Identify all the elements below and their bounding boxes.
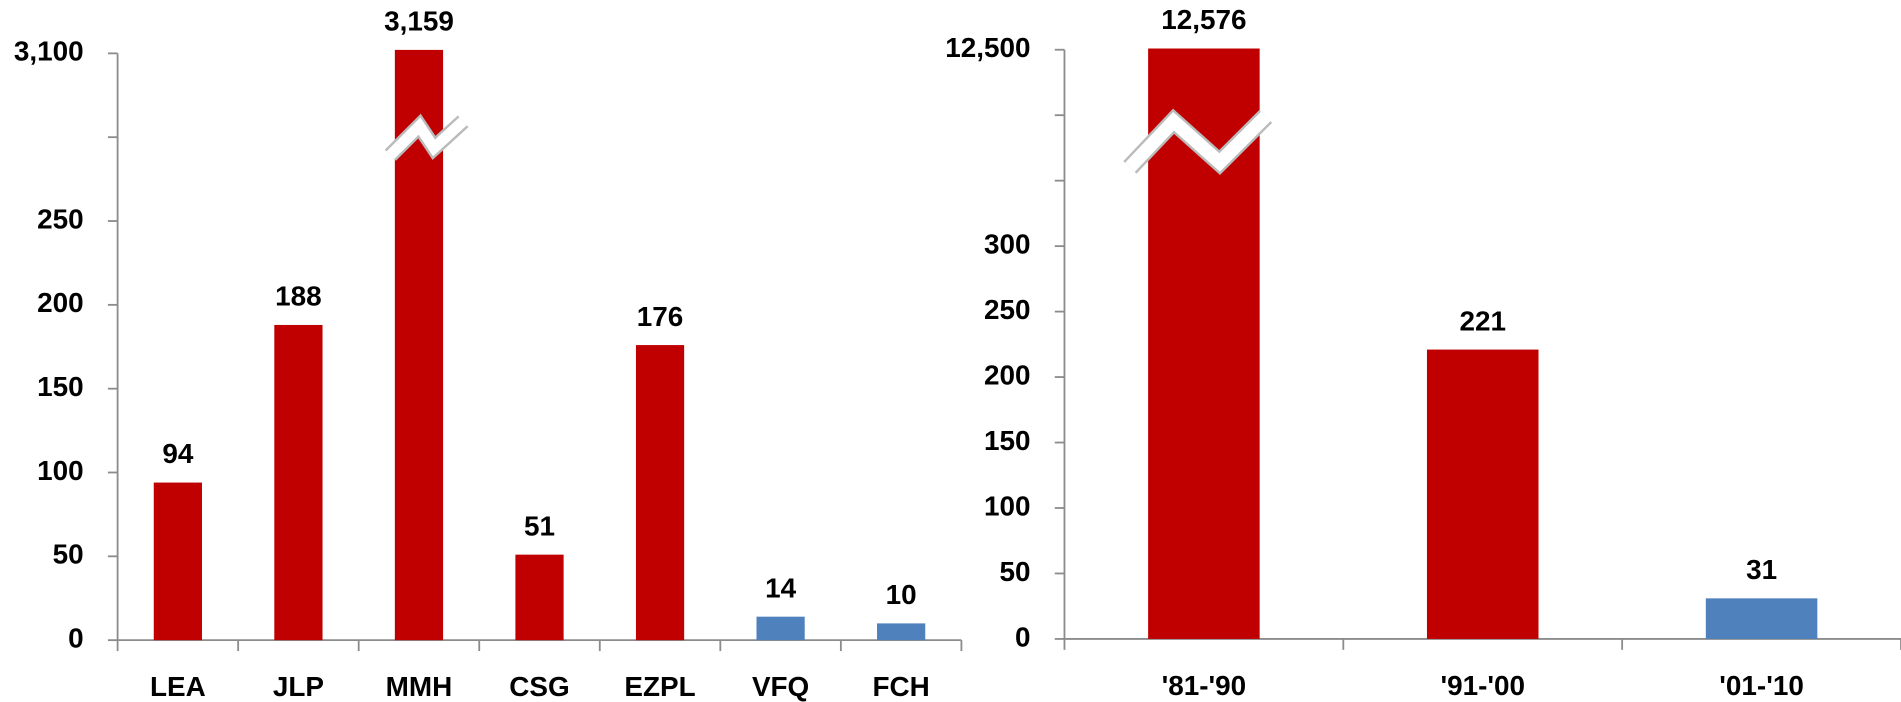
value-label: 221: [1459, 305, 1506, 336]
bar: [635, 345, 685, 641]
y-tick-label: 12,500: [945, 32, 1030, 63]
y-tick-label: 50: [1000, 556, 1031, 587]
bar: [153, 482, 202, 641]
axis-break: [386, 117, 467, 160]
y-tick-label: 300: [984, 228, 1031, 259]
x-tick-label: CSG: [509, 671, 569, 702]
x-tick-label: '91-'00: [1440, 670, 1525, 701]
y-tick-label: 150: [984, 425, 1031, 456]
axis-break: [1125, 111, 1271, 172]
bar: [1705, 598, 1818, 639]
y-tick-label: 250: [984, 294, 1031, 325]
value-label: 188: [275, 281, 322, 312]
value-label: 12,576: [1161, 4, 1246, 35]
y-tick-label: 0: [68, 623, 84, 654]
x-tick-label: LEA: [150, 671, 206, 702]
value-label: 3,159: [384, 6, 454, 37]
y-tick-label: 150: [37, 371, 84, 402]
y-tick-label: 100: [37, 455, 84, 486]
value-label: 10: [886, 579, 917, 610]
y-tick-label: 100: [984, 490, 1031, 521]
value-label: 94: [162, 438, 194, 469]
bar: [274, 324, 323, 641]
x-tick-label: JLP: [273, 671, 324, 702]
bar: [1426, 349, 1539, 639]
bar: [756, 616, 805, 641]
value-label: 31: [1746, 554, 1777, 585]
y-tick-label: 3,100: [14, 36, 84, 67]
y-tick-label: 250: [37, 203, 84, 234]
y-tick-label: 50: [53, 539, 84, 570]
y-tick-label: 0: [1015, 621, 1031, 652]
x-tick-label: MMH: [386, 671, 453, 702]
x-tick-label: EZPL: [624, 671, 695, 702]
x-tick-label: '01-'10: [1719, 670, 1804, 701]
value-label: 176: [637, 301, 684, 332]
x-tick-label: VFQ: [752, 671, 809, 702]
x-tick-label: FCH: [872, 671, 929, 702]
bar: [515, 554, 564, 641]
y-tick-label: 200: [37, 287, 84, 318]
y-tick-label: 200: [984, 359, 1031, 390]
bar: [877, 623, 926, 641]
x-tick-label: '81-'90: [1162, 670, 1247, 701]
marks: 0501001502002503,10094LEA188JLP3,159MMH5…: [14, 4, 1901, 702]
value-label: 51: [524, 510, 555, 541]
value-label: 14: [765, 572, 797, 603]
